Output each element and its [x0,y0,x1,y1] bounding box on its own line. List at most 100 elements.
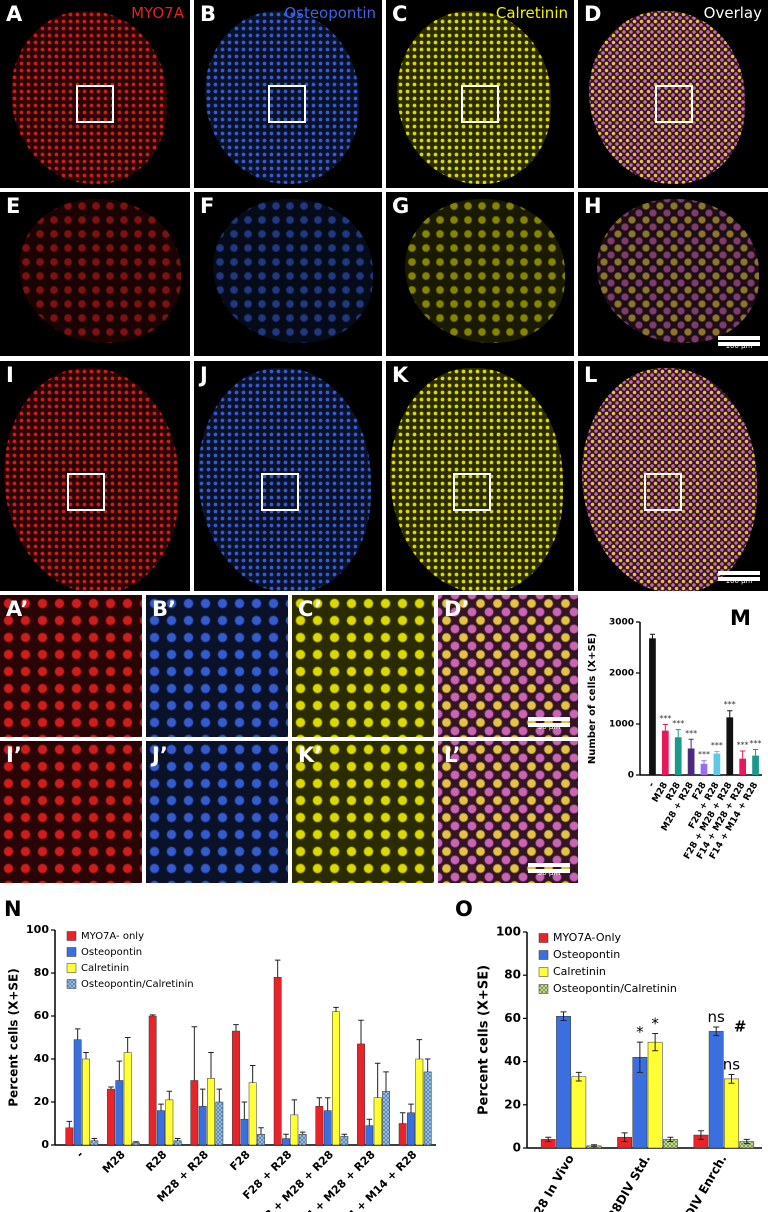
bar [173,1140,182,1146]
panel-label: B [200,2,217,26]
bar [232,1030,240,1146]
micrograph: I’ [0,741,142,883]
bar [724,1078,739,1149]
error-bar [575,1071,582,1082]
tissue [389,367,563,591]
legend-label: Osteopontin/Calretinin [81,979,194,990]
scale-bar: 30 µm [528,863,570,877]
panel-label: I [6,363,14,387]
significance-label: *** [724,700,736,709]
region-box [644,473,682,511]
tissue [589,11,746,185]
chart: O Percent cells (X+SE) 0 20 40 60 80 100 P28 In … [455,897,762,1212]
significance-label: * [651,1015,659,1033]
legend-swatch [538,933,549,943]
legend-label: Calretinin [81,963,129,974]
error-bar [283,1133,289,1139]
y-tick-label: 40 [504,1054,521,1068]
bar [661,730,669,775]
error-bar [91,1138,98,1141]
micrograph: B’ [146,595,288,737]
error-bar [174,1138,181,1141]
panel-label: B’ [152,597,176,621]
bar [323,1110,332,1146]
bar [713,753,721,775]
x-tick-label: - [647,781,658,789]
bar [415,1058,424,1146]
panel-letter: N [4,897,22,921]
panel-label: K [392,363,409,387]
bar [132,1142,140,1146]
panel-label: G [392,194,410,218]
chart: N Percent cells (X+SE) 0 20 40 60 80 100 - M28 R28… [4,897,436,1212]
legend-swatch [66,963,77,973]
panel-letter: M [730,606,751,630]
error-bar [649,633,656,643]
error-bar [241,1101,248,1120]
bar [398,1123,407,1146]
error-bar [424,1058,431,1072]
stain-label: Osteopontin [284,4,376,22]
error-bar [713,1026,720,1037]
tissue [581,367,757,591]
panel-label: C [392,2,408,26]
scale-bar: 100 µm [718,571,760,585]
y-tick-label: 60 [504,1011,521,1025]
y-tick-label: 2000 [609,669,634,679]
error-bar [83,1052,89,1059]
micrograph: E [0,192,190,356]
scale-line [528,863,570,867]
y-tick-label: 100 [26,923,49,936]
micrograph: F [194,192,382,356]
y-tick-label: 0 [628,771,634,781]
x-tick-label: 28DIV Std. [605,1152,653,1212]
error-bar [399,1112,406,1124]
panel-label: C’ [298,597,323,621]
micrograph: D Overlay [578,0,768,188]
bar [752,755,759,775]
legend-label: MYO7A- only [81,931,144,942]
tissue [597,198,759,343]
scale-line [528,717,570,721]
micrograph: G [386,192,574,356]
x-tick-label: R28 [143,1148,169,1174]
micrograph: D’ 30 µm [438,595,578,737]
bar [123,1052,132,1146]
panel-label: E [6,194,21,218]
bar [382,1091,390,1146]
legend-swatch [66,979,77,989]
bar [290,1114,299,1146]
significance-label: ns [708,1008,726,1026]
scale-text: 100 µm [718,577,760,585]
y-tick-label: 0 [513,1141,521,1155]
stain-label: Calretinin [495,4,568,22]
bar [240,1118,249,1146]
y-tick-label: 60 [34,1009,50,1022]
y-axis-label: Number of cells (X+SE) [587,633,598,764]
bar [165,1099,174,1146]
panel-label: D [584,2,602,26]
legend-swatch [538,950,549,960]
bar [82,1058,90,1146]
significance-label: *** [659,714,671,723]
error-bar [416,1039,423,1059]
error-bar [727,710,733,725]
bar [649,638,656,775]
error-bar [324,1097,331,1111]
bar [726,717,734,775]
panel-label: L’ [444,743,461,767]
micrograph: J’ [146,741,288,883]
bar [148,1015,157,1146]
bar [282,1138,290,1146]
significance-label: *** [698,750,710,759]
tissue [438,741,578,883]
error-bar [66,1120,73,1128]
significance-label: *** [685,729,697,738]
bar [647,1041,663,1149]
legend-swatch [538,967,549,977]
micrograph: B Osteopontin [194,0,382,188]
legend-swatch [66,931,77,941]
micrograph: A’ [0,595,142,737]
micrograph: K [386,361,574,591]
y-tick-label: 80 [504,968,521,982]
